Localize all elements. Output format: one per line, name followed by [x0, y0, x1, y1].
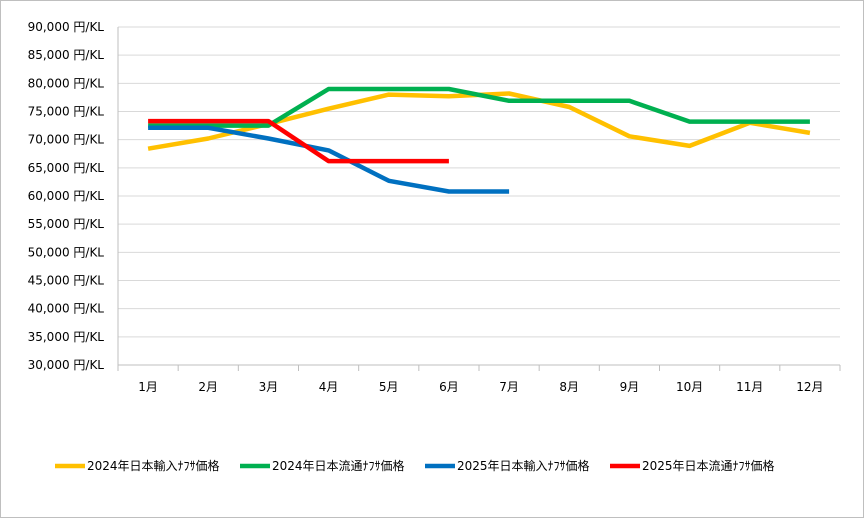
x-tick-label: 2月	[198, 380, 218, 394]
x-tick-label: 12月	[796, 380, 823, 394]
x-tick-label: 11月	[736, 380, 763, 394]
y-tick-label: 90,000 円/KL	[28, 20, 105, 34]
series-line-3	[148, 125, 510, 194]
legend-label: 2024年日本輸入ﾅﾌｻ価格	[87, 458, 220, 473]
x-tick-label: 1月	[138, 380, 158, 394]
x-tick-label: 6月	[439, 380, 459, 394]
y-tick-labels: 90,000 円/KL 85,000 円/KL 80,000 円/KL 75,000 …	[28, 20, 105, 372]
y-tick-label: 60,000 円/KL	[28, 189, 105, 203]
y-tick-label: 55,000 円/KL	[28, 217, 105, 231]
y-tick-label: 35,000 円/KL	[28, 330, 105, 344]
x-tick-label: 10月	[676, 380, 703, 394]
y-tick-label: 80,000 円/KL	[28, 76, 105, 90]
y-tick-label: 85,000 円/KL	[28, 48, 105, 62]
x-tick-label: 4月	[319, 380, 339, 394]
y-tick-label: 40,000 円/KL	[28, 302, 105, 316]
series-line-4	[148, 118, 449, 164]
axes	[117, 27, 841, 371]
y-tick-label: 50,000 円/KL	[28, 245, 105, 259]
series-lines	[147, 86, 811, 194]
legend: 2024年日本輸入ﾅﾌｻ価格 2024年日本流通ﾅﾌｻ価格 2025年日本輸入ﾅﾌｻ…	[55, 458, 775, 473]
x-tick-label: 9月	[620, 380, 640, 394]
gridlines	[118, 26, 840, 338]
y-tick-label: 65,000 円/KL	[28, 161, 105, 175]
y-tick-label: 70,000 円/KL	[28, 133, 105, 147]
legend-label: 2025年日本流通ﾅﾌｻ価格	[642, 458, 775, 473]
x-tick-label: 7月	[499, 380, 519, 394]
y-tick-label: 30,000 円/KL	[28, 358, 105, 372]
x-tick-label: 3月	[259, 380, 279, 394]
y-tick-label: 75,000 円/KL	[28, 105, 105, 119]
x-tick-label: 8月	[559, 380, 579, 394]
legend-label: 2024年日本流通ﾅﾌｻ価格	[272, 458, 405, 473]
x-tick-label: 5月	[379, 380, 399, 394]
legend-label: 2025年日本輸入ﾅﾌｻ価格	[457, 458, 590, 473]
series-line-2	[148, 86, 810, 128]
x-tick-labels: 1月 2月 3月 4月 5月 6月 7月 8月 9月 10月 11月 12月	[138, 380, 823, 394]
y-tick-label: 45,000 円/KL	[28, 274, 105, 288]
